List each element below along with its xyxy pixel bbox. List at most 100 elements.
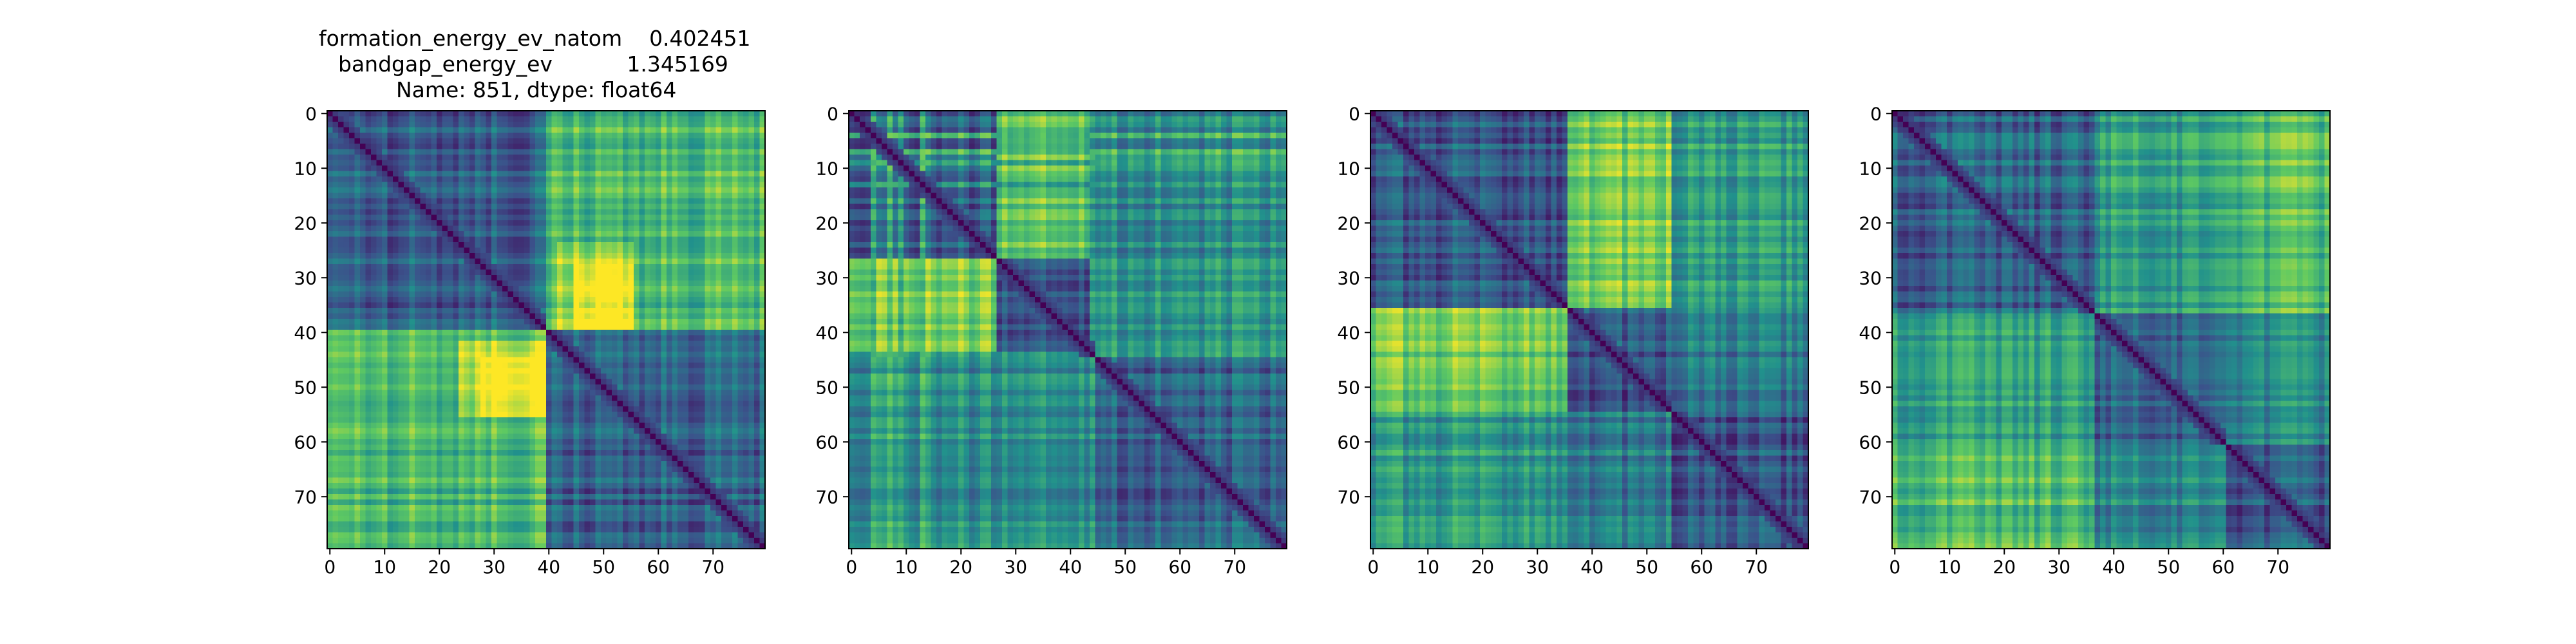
- heatmap-cell: [601, 242, 607, 248]
- heatmap-cell: [519, 428, 525, 434]
- heatmap-cell: [552, 434, 558, 440]
- heatmap-cell: [754, 374, 760, 379]
- heatmap-cell: [612, 182, 618, 188]
- heatmap-cell: [710, 390, 716, 396]
- heatmap-cell: [629, 144, 634, 149]
- heatmap-cell: [535, 341, 541, 346]
- heatmap-cell: [557, 401, 563, 407]
- heatmap-cell: [546, 253, 552, 259]
- heatmap-cell: [502, 138, 508, 144]
- heatmap-cell: [349, 330, 355, 336]
- heatmap-cell: [623, 390, 629, 396]
- heatmap-cell: [541, 363, 547, 368]
- heatmap-cell: [469, 352, 475, 357]
- heatmap-cell: [508, 237, 514, 243]
- heatmap-cell: [672, 155, 678, 160]
- heatmap-cell: [688, 149, 694, 155]
- heatmap-cell: [672, 237, 678, 243]
- heatmap-cell: [519, 253, 525, 259]
- heatmap-cell: [623, 259, 629, 265]
- heatmap-cell: [749, 417, 755, 423]
- heatmap-cell: [502, 270, 508, 276]
- heatmap-cell: [754, 439, 760, 445]
- heatmap-cell: [508, 248, 514, 254]
- heatmap-cell: [497, 275, 503, 281]
- heatmap-cell: [382, 357, 388, 363]
- heatmap-cell: [491, 198, 497, 204]
- heatmap-cell: [563, 374, 569, 379]
- heatmap-cell: [699, 198, 705, 204]
- heatmap-cell: [568, 166, 574, 171]
- heatmap-cell: [612, 401, 618, 407]
- heatmap-cell: [667, 253, 672, 259]
- heatmap-cell: [491, 445, 497, 451]
- heatmap-cell: [491, 220, 497, 226]
- heatmap-cell: [677, 406, 683, 412]
- heatmap-cell: [574, 341, 580, 346]
- heatmap-cell: [667, 149, 672, 155]
- heatmap-cell: [623, 198, 629, 204]
- heatmap-cell: [459, 325, 464, 330]
- heatmap-cell: [333, 166, 339, 171]
- heatmap-cell: [721, 445, 727, 451]
- heatmap-cell: [650, 395, 656, 401]
- heatmap-cell: [497, 176, 503, 182]
- heatmap-cell: [404, 292, 410, 298]
- heatmap-cell: [349, 160, 355, 166]
- heatmap-cell: [743, 439, 749, 445]
- heatmap-cell: [541, 117, 547, 122]
- heatmap-cell: [519, 390, 525, 396]
- heatmap-cell: [464, 357, 470, 363]
- heatmap-cell: [469, 149, 475, 155]
- heatmap-cell: [541, 434, 547, 440]
- heatmap-cell: [688, 248, 694, 254]
- heatmap-cell: [338, 231, 344, 237]
- heatmap-cell: [371, 182, 377, 188]
- heatmap-cell: [469, 434, 475, 440]
- heatmap-cell: [415, 226, 421, 232]
- heatmap-cell: [497, 155, 503, 160]
- heatmap-cell: [459, 445, 464, 451]
- heatmap-cell: [437, 122, 442, 128]
- heatmap-cell: [688, 357, 694, 363]
- heatmap-cell: [639, 122, 645, 128]
- heatmap-cell: [590, 374, 596, 379]
- heatmap-cell: [601, 259, 607, 265]
- heatmap-cell: [732, 275, 738, 281]
- heatmap-cell: [743, 325, 749, 330]
- heatmap-cell: [469, 417, 475, 423]
- heatmap-cell: [607, 384, 612, 390]
- heatmap-cell: [574, 412, 580, 418]
- heatmap-cell: [699, 176, 705, 182]
- heatmap-cell: [650, 187, 656, 193]
- heatmap-cell: [366, 149, 372, 155]
- heatmap-cell: [557, 171, 563, 177]
- heatmap-cell: [502, 450, 508, 456]
- heatmap-cell: [404, 406, 410, 412]
- heatmap-cell: [585, 412, 591, 418]
- heatmap-cell: [437, 111, 442, 117]
- heatmap-cell: [508, 308, 514, 314]
- heatmap-cell: [464, 220, 470, 226]
- heatmap-cell: [557, 259, 563, 265]
- heatmap-cell: [491, 434, 497, 440]
- heatmap-cell: [524, 242, 530, 248]
- heatmap-cell: [355, 395, 361, 401]
- heatmap-cell: [388, 198, 393, 204]
- heatmap-cell: [612, 286, 618, 292]
- heatmap-cell: [513, 275, 519, 281]
- heatmap-cell: [601, 434, 607, 440]
- heatmap-cell: [491, 176, 497, 182]
- heatmap-cell: [590, 270, 596, 276]
- heatmap-cell: [448, 308, 453, 314]
- heatmap-cell: [344, 220, 350, 226]
- heatmap-cell: [727, 412, 733, 418]
- heatmap-cell: [585, 133, 591, 138]
- heatmap-cell: [721, 242, 727, 248]
- heatmap-cell: [612, 111, 618, 117]
- heatmap-cell: [437, 308, 442, 314]
- heatmap-cell: [513, 144, 519, 149]
- heatmap-cell: [623, 346, 629, 352]
- heatmap-cell: [656, 111, 661, 117]
- heatmap-cell: [634, 187, 639, 193]
